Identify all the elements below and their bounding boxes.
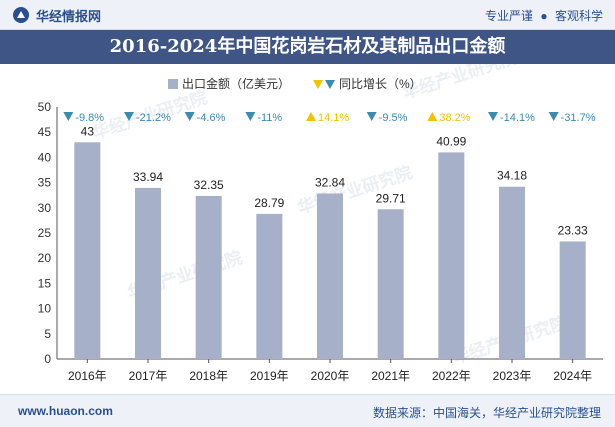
growth-label: -9.8% [75,112,104,124]
bar-value-label: 32.84 [315,175,345,189]
chart: 华经产业研究院华经产业研究院华经产业研究院华经产业研究院华经产业研究院出口金额（… [38,64,603,383]
growth-up-icon [306,112,316,121]
bar-value-label: 29.71 [376,191,406,205]
bar [438,152,465,359]
growth-up-icon [427,112,438,121]
bar [74,142,101,359]
growth-down-icon [488,112,498,121]
legend-swatch-growth-up [313,80,323,89]
bar [195,195,222,359]
bar [499,186,525,359]
growth-down-icon [245,112,256,121]
bar-value-label: 23.33 [558,223,588,237]
growth-label: 14.1% [318,112,349,124]
y-tick-label: 40 [38,150,52,164]
tagline-left: 专业严谨 [485,9,534,23]
footer: www.huaon.com 数据来源：中国海关，华经产业研究院整理 [0,394,615,427]
legend-label-growth: 同比增长（%） [339,77,422,91]
y-tick-label: 30 [38,201,52,215]
footer-url: www.huaon.com [18,404,113,418]
legend-label-amount: 出口金额（亿美元） [182,76,290,91]
y-tick-label: 50 [38,100,52,114]
x-tick-label: 2016年 [68,369,107,383]
y-tick-label: 15 [38,276,52,290]
bar [559,241,586,359]
x-tick-label: 2017年 [129,369,168,383]
x-tick-label: 2019年 [250,369,289,383]
y-tick-label: 0 [44,352,51,366]
tagline-right: 客观科学 [554,9,603,23]
brand: 华经情报网 [12,5,101,25]
x-tick-label: 2023年 [493,369,532,383]
bar [317,193,343,359]
x-tick-label: 2020年 [311,369,350,383]
bar-value-label: 40.99 [436,134,466,148]
growth-label: -31.7% [561,112,596,124]
y-tick-label: 5 [44,327,51,341]
legend-swatch-amount [168,79,178,89]
x-tick-label: 2024年 [553,369,592,383]
growth-label: -9.5% [379,112,408,124]
y-tick-label: 25 [38,226,52,240]
bar-value-label: 43 [81,124,95,138]
tagline-separator: ● [540,9,548,23]
growth-down-icon [184,112,195,121]
growth-label: 38.2% [439,112,470,124]
legend-swatch-growth-down [325,80,335,89]
y-tick-label: 45 [38,125,52,139]
growth-down-icon [366,112,377,121]
bar [135,187,161,359]
y-tick-label: 20 [38,251,52,265]
bar-value-label: 34.18 [497,169,527,183]
growth-down-icon [124,112,134,121]
bar [377,209,404,359]
x-tick-label: 2018年 [189,369,228,383]
growth-down-icon [63,112,74,121]
y-tick-label: 10 [38,302,52,316]
growth-label: -14.1% [500,112,535,124]
top-bar: 华经情报网 专业严谨 ● 客观科学 [0,0,615,30]
tagline: 专业严谨 ● 客观科学 [485,7,603,24]
x-tick-label: 2021年 [371,369,410,383]
growth-down-icon [548,112,559,121]
bar [256,213,283,359]
brand-logo-icon [13,7,29,23]
bar-value-label: 33.94 [133,170,163,184]
growth-label: -21.2% [136,112,171,124]
bar-value-label: 28.79 [254,196,284,210]
brand-name: 华经情报网 [36,8,102,24]
x-tick-label: 2022年 [432,369,471,383]
y-tick-label: 35 [38,176,52,190]
bar-value-label: 32.35 [194,178,224,192]
growth-label: -4.6% [197,112,226,124]
chart-title: 2016-2024年中国花岗岩石材及其制品出口金额 [0,30,615,64]
growth-label: -11% [257,112,282,124]
footer-source: 数据来源：中国海关，华经产业研究院整理 [372,406,601,420]
